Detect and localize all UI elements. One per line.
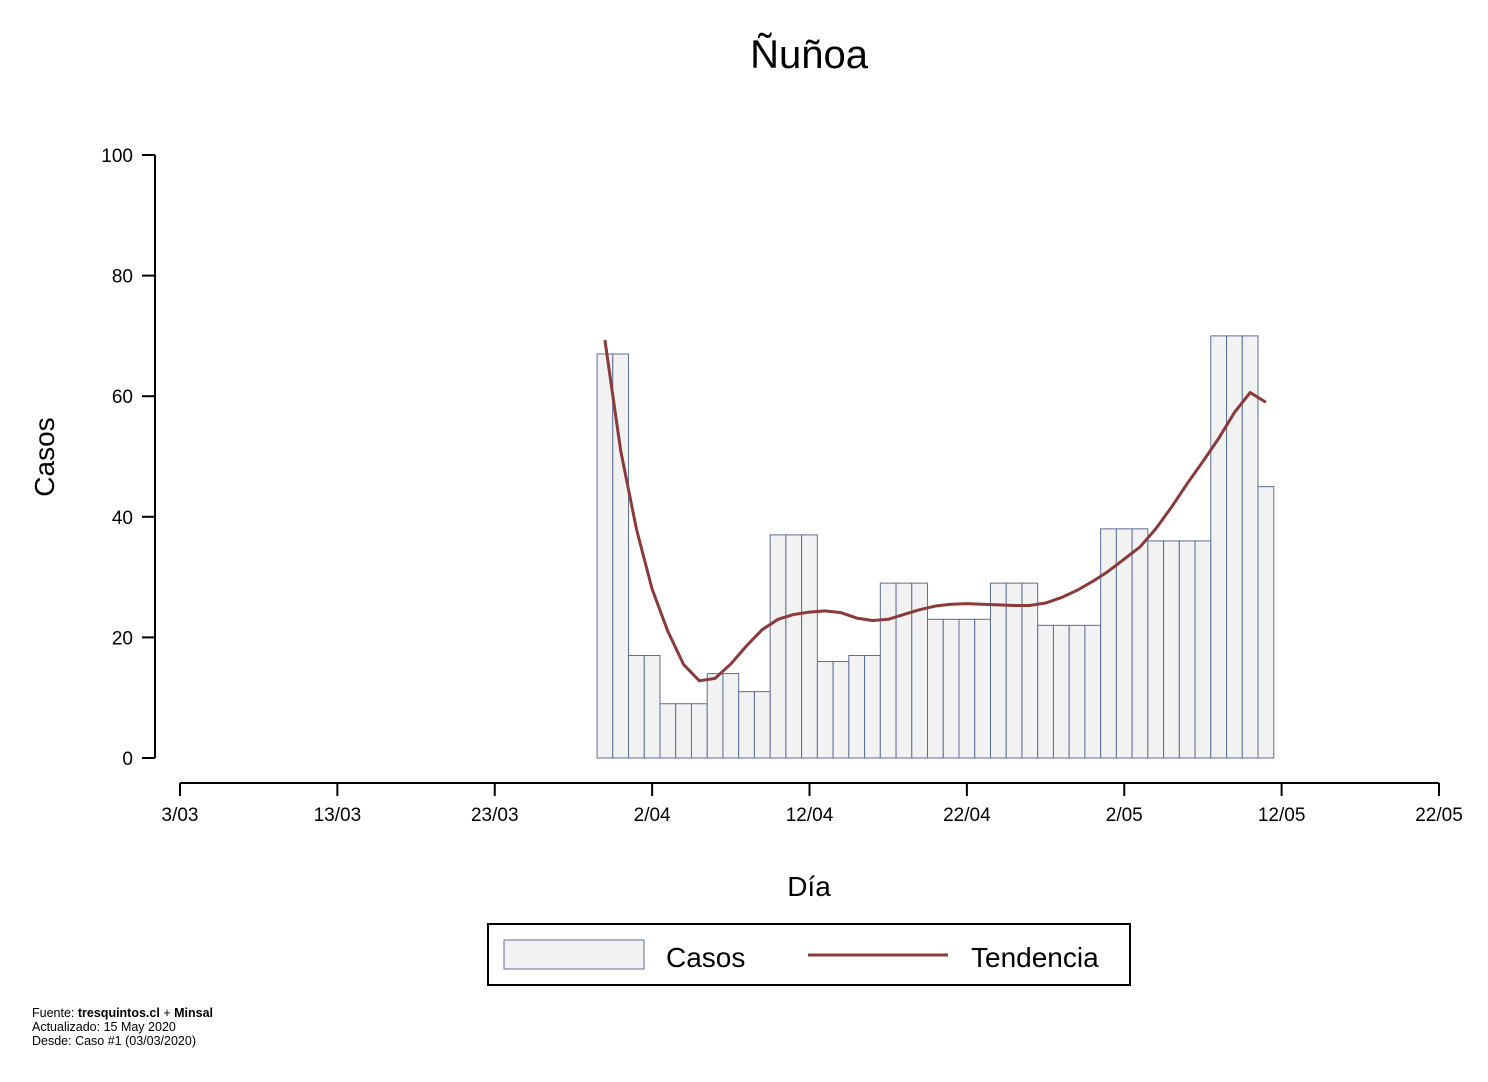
x-tick-label: 3/03 — [162, 805, 199, 826]
y-axis: 0 20 40 60 80 100 — [101, 146, 156, 770]
bar-casos — [1052, 624, 1070, 759]
bar-casos — [974, 618, 991, 759]
bar-casos — [738, 691, 755, 759]
bar-casos — [816, 661, 834, 759]
x-tick-label: 13/03 — [314, 805, 362, 826]
bar-casos — [958, 618, 976, 759]
bar-casos — [1257, 486, 1275, 759]
bar-casos — [596, 353, 614, 759]
y-tick-label: 20 — [112, 628, 133, 649]
x-tick-label: 22/05 — [1415, 805, 1463, 826]
y-tick-label: 100 — [101, 146, 133, 167]
bar-casos — [1068, 624, 1086, 759]
bar-casos — [753, 691, 771, 759]
trend-line — [603, 339, 1267, 683]
bar-casos — [1037, 624, 1054, 759]
footer-since: Desde: Caso #1 (03/03/2020) — [32, 1034, 196, 1048]
x-tick-label: 22/04 — [943, 805, 991, 826]
footer-source-line: Fuente: tresquintos.cl + Minsal — [32, 1006, 213, 1020]
bar-casos — [675, 703, 692, 759]
bar-casos — [1100, 528, 1117, 759]
bar-casos — [848, 654, 866, 759]
trend-group — [603, 339, 1267, 683]
x-tick-label: 23/03 — [471, 805, 519, 826]
footer-updated: Actualizado: 15 May 2020 — [32, 1020, 176, 1034]
x-tick-label: 12/04 — [786, 805, 834, 826]
x-axis-label: Día — [787, 871, 831, 902]
source-footer: Fuente: tresquintos.cl + Minsal Actualiz… — [32, 1006, 213, 1048]
bars-group — [596, 335, 1275, 759]
bar-casos — [801, 534, 818, 759]
bar-casos — [785, 534, 803, 759]
y-tick-label: 40 — [112, 508, 133, 529]
y-tick-label: 60 — [112, 387, 133, 408]
bar-casos — [942, 618, 960, 759]
bar-casos — [659, 703, 677, 759]
bar-casos — [1084, 624, 1102, 759]
x-tick-label: 2/05 — [1106, 805, 1143, 826]
bar-casos — [879, 582, 897, 759]
y-tick-label: 0 — [122, 749, 133, 770]
bar-casos — [1021, 582, 1039, 759]
bar-casos — [1194, 540, 1212, 759]
x-tick-label: 12/05 — [1258, 805, 1306, 826]
bar-casos — [927, 618, 944, 759]
chart-title: Ñuñoa — [750, 32, 869, 77]
bar-casos — [1147, 540, 1165, 759]
x-tick-label: 2/04 — [634, 805, 671, 826]
legend: Casos Tendencia — [487, 923, 1131, 986]
bar-casos — [1131, 528, 1149, 759]
bar-casos — [1226, 335, 1243, 759]
bar-casos — [628, 654, 645, 759]
bar-casos — [1163, 540, 1180, 759]
bar-casos — [690, 703, 708, 759]
bar-casos — [706, 673, 724, 759]
legend-label-tendencia: Tendencia — [971, 942, 1099, 973]
bar-casos — [643, 654, 661, 759]
y-tick-label: 80 — [112, 267, 133, 288]
bar-casos — [989, 582, 1007, 759]
legend-label-casos: Casos — [666, 942, 745, 973]
x-axis: 3/03 13/03 23/03 2/04 12/04 22/04 2/05 12/05 22/… — [162, 782, 1463, 826]
bar-casos — [895, 582, 913, 759]
footer-source-tresquintos: tresquintos.cl — [77, 1006, 160, 1020]
footer-source-minsal: Minsal — [174, 1006, 213, 1020]
bar-casos — [832, 661, 850, 759]
footer-source-separator: + — [159, 1006, 175, 1020]
bar-casos — [1178, 540, 1196, 759]
bar-casos — [1210, 335, 1228, 759]
footer-source-prefix: Fuente: — [32, 1006, 78, 1020]
bar-casos — [612, 353, 630, 759]
y-axis-label: Casos — [29, 417, 60, 496]
bar-casos — [864, 654, 881, 759]
bar-casos — [722, 673, 740, 759]
bar-casos — [1005, 582, 1023, 759]
legend-bar-swatch — [503, 939, 645, 970]
bar-casos — [769, 534, 787, 759]
